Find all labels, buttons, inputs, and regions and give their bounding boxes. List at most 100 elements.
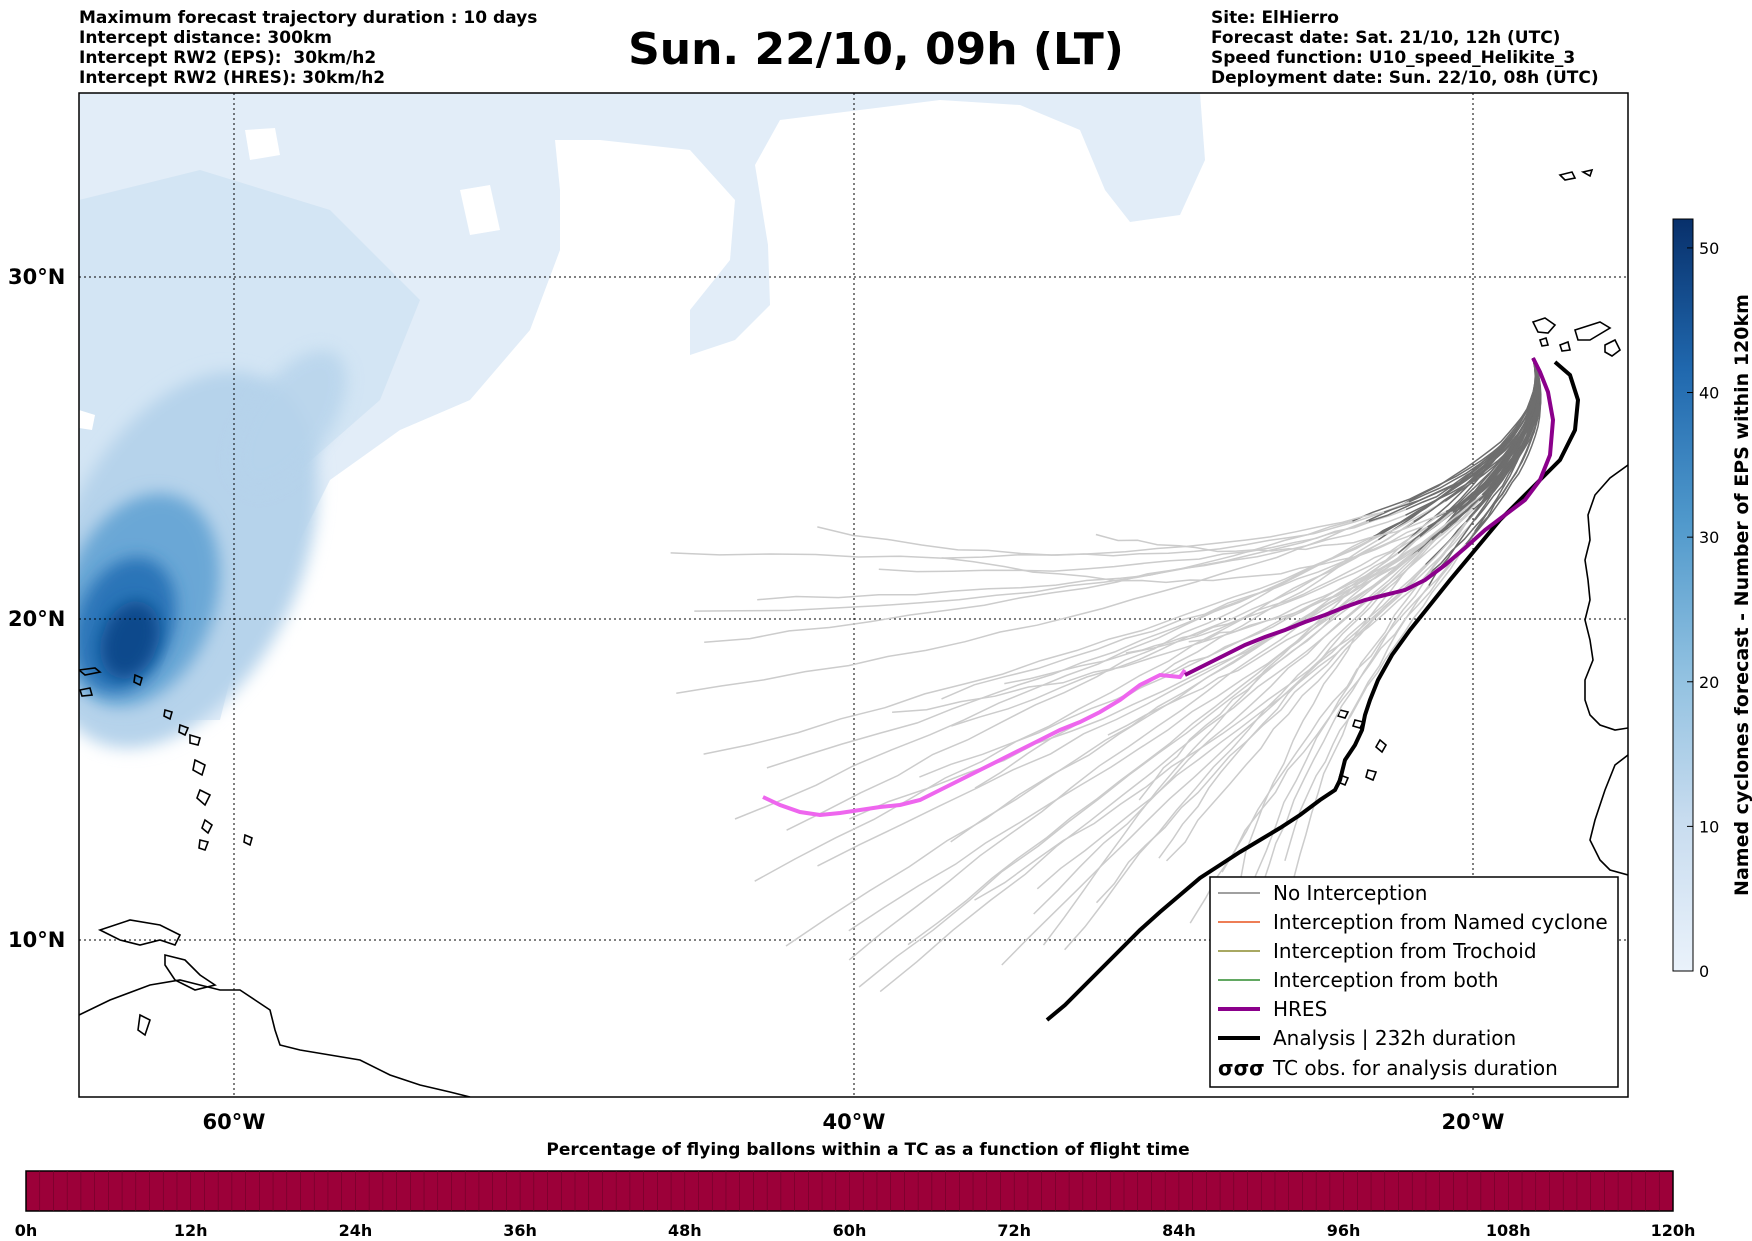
legend-label: HRES bbox=[1273, 997, 1327, 1021]
info-line: Intercept distance: 300km bbox=[79, 28, 332, 48]
eps-track bbox=[766, 534, 1381, 769]
legend-label: No Interception bbox=[1273, 881, 1427, 905]
colorbar-tick-label: 40 bbox=[1699, 384, 1719, 403]
eps-track bbox=[1036, 574, 1428, 890]
eps-track bbox=[1001, 564, 1427, 966]
eps-track bbox=[907, 535, 1421, 946]
colorbar-label: Named cyclones forecast - Number of EPS … bbox=[1731, 294, 1752, 896]
eps-track bbox=[1139, 532, 1437, 685]
eps-track bbox=[1138, 511, 1462, 801]
eps-track bbox=[1465, 357, 1541, 523]
eps-track bbox=[670, 511, 1385, 559]
flight-time-bar-title: Percentage of flying ballons within a TC… bbox=[546, 1140, 1189, 1160]
eps-track bbox=[1165, 521, 1467, 862]
legend-item: HRES bbox=[1218, 997, 1327, 1021]
eps-track bbox=[1004, 511, 1454, 685]
eps-track bbox=[1383, 357, 1537, 513]
lat-label: 30°N bbox=[8, 265, 65, 289]
page-title: Sun. 22/10, 09h (LT) bbox=[628, 24, 1124, 75]
eps-track bbox=[879, 509, 1474, 993]
hres-track-early bbox=[762, 668, 1187, 818]
tc-obs-symbol-icon: σσσ bbox=[1218, 1056, 1265, 1080]
legend-item: Interception from Trochoid bbox=[1218, 939, 1537, 963]
eps-track bbox=[974, 528, 1404, 789]
eps-track bbox=[1220, 510, 1477, 989]
legend-label: Interception from Trochoid bbox=[1273, 939, 1537, 963]
eps-track bbox=[1095, 510, 1447, 553]
lon-label: 60°W bbox=[203, 1110, 266, 1134]
flight-time-tick-label: 96h bbox=[1327, 1221, 1361, 1240]
eps-track bbox=[1221, 543, 1467, 873]
legend-item: σσσ TC obs. for analysis duration bbox=[1218, 1056, 1558, 1080]
legend-item: Analysis | 232h duration bbox=[1218, 1026, 1516, 1050]
legend: No Interception Interception from Named … bbox=[1209, 876, 1619, 1088]
coastline bbox=[79, 168, 1628, 1097]
eps-track bbox=[1397, 357, 1539, 554]
lon-label: 40°W bbox=[823, 1110, 886, 1134]
flight-time-tick-label: 0h bbox=[15, 1221, 38, 1240]
site-information: Site: ElHierro Forecast date: Sat. 21/10… bbox=[1211, 8, 1599, 88]
legend-label: Interception from Named cyclone bbox=[1273, 910, 1608, 934]
flight-time-tick-label: 120h bbox=[1651, 1221, 1696, 1240]
eps-track bbox=[919, 545, 1408, 778]
eps-track bbox=[1231, 538, 1434, 904]
info-line: Forecast date: Sat. 21/10, 12h (UTC) bbox=[1211, 28, 1561, 48]
legend-label: TC obs. for analysis duration bbox=[1272, 1056, 1558, 1080]
eps-track bbox=[1284, 531, 1476, 862]
colorbar: 0 10 20 30 40 50 Named cyclones forecast - Nu… bbox=[1672, 218, 1752, 981]
lat-label: 20°N bbox=[8, 607, 65, 631]
eps-track bbox=[848, 552, 1399, 961]
info-line: Intercept RW2 (EPS): 30km/h2 bbox=[79, 48, 377, 68]
eps-track bbox=[858, 551, 1419, 988]
colorbar-ticks: 0 10 20 30 40 50 bbox=[1687, 239, 1719, 981]
legend-item: Interception from Named cyclone bbox=[1218, 910, 1608, 934]
flight-time-tick-label: 108h bbox=[1486, 1221, 1531, 1240]
legend-label: Interception from both bbox=[1273, 968, 1499, 992]
eps-track bbox=[1125, 526, 1429, 654]
eps-track bbox=[1188, 500, 1480, 643]
map-frame bbox=[78, 92, 1629, 1098]
colorbar-tick-label: 30 bbox=[1699, 528, 1719, 547]
eps-track bbox=[704, 520, 1353, 643]
flight-time-tick-label: 84h bbox=[1162, 1221, 1196, 1240]
cyclone-density-field bbox=[79, 93, 1205, 749]
eps-track bbox=[1033, 539, 1433, 915]
flight-time-tick-label: 60h bbox=[833, 1221, 867, 1240]
lat-label: 10°N bbox=[8, 928, 65, 952]
legend-item: No Interception bbox=[1218, 881, 1427, 905]
flight-time-tick-label: 48h bbox=[668, 1221, 702, 1240]
hres-track bbox=[1184, 357, 1556, 677]
colorbar-tick-label: 0 bbox=[1699, 962, 1709, 981]
flight-time-bar: Percentage of flying ballons within a TC… bbox=[15, 1140, 1696, 1240]
info-line: Deployment date: Sun. 22/10, 08h (UTC) bbox=[1211, 68, 1599, 88]
legend-label: Analysis | 232h duration bbox=[1273, 1026, 1516, 1050]
eps-track bbox=[848, 573, 1389, 932]
eps-track bbox=[786, 542, 1367, 831]
info-line: Site: ElHierro bbox=[1211, 8, 1339, 28]
eps-track bbox=[941, 516, 1437, 700]
colorbar-tick-label: 50 bbox=[1699, 239, 1719, 258]
info-line: Intercept RW2 (HRES): 30km/h2 bbox=[79, 68, 386, 88]
eps-track bbox=[941, 522, 1436, 584]
flight-time-tick-label: 72h bbox=[997, 1221, 1031, 1240]
forecast-parameters: Maximum forecast trajectory duration : 1… bbox=[79, 8, 537, 88]
eps-trajectories bbox=[670, 357, 1542, 993]
flight-time-tick-label: 12h bbox=[174, 1221, 208, 1240]
lon-label: 20°W bbox=[1442, 1110, 1505, 1134]
info-line: Maximum forecast trajectory duration : 1… bbox=[79, 8, 538, 28]
legend-box bbox=[1209, 876, 1619, 1088]
eps-track bbox=[817, 501, 1410, 557]
legend-item: Interception from both bbox=[1218, 968, 1499, 992]
flight-time-tick-label: 24h bbox=[339, 1221, 373, 1240]
colorbar-tick-label: 10 bbox=[1699, 817, 1719, 836]
colorbar-tick-label: 20 bbox=[1699, 673, 1719, 692]
flight-time-ticks: 0h 12h 24h 36h 48h 60h 72h 84h 96h 108h 120h bbox=[15, 1171, 1696, 1240]
info-line: Speed function: U10_speed_Helikite_3 bbox=[1211, 48, 1576, 68]
eps-track bbox=[676, 520, 1367, 694]
colorbar-gradient bbox=[1672, 218, 1694, 972]
flight-time-tick-label: 36h bbox=[503, 1221, 537, 1240]
map-panel bbox=[79, 93, 1628, 1097]
eps-track bbox=[694, 520, 1370, 612]
eps-track bbox=[754, 539, 1379, 882]
